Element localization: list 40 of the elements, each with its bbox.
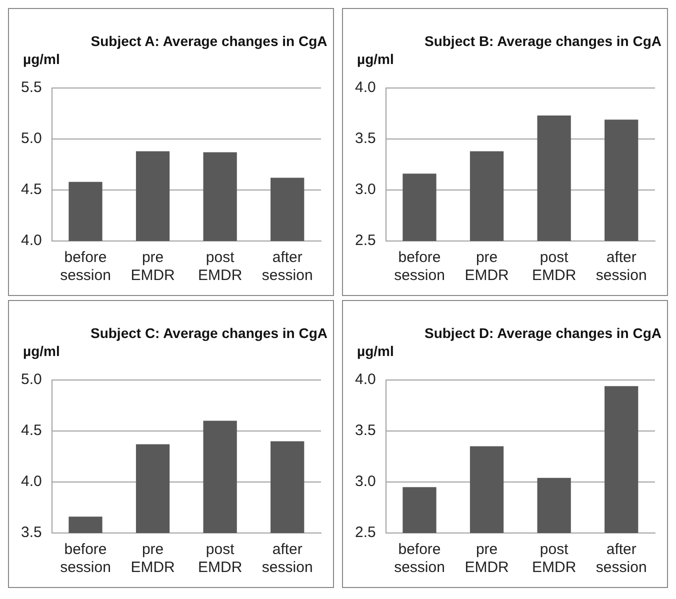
- y-axis-title: µg/ml: [357, 343, 394, 359]
- y-tick-label: 2.5: [354, 524, 376, 542]
- x-tick-label: after session: [596, 249, 647, 284]
- x-tick-label: post EMDR: [532, 541, 576, 576]
- y-tick-label: 4.0: [20, 232, 42, 250]
- chart-title: Subject C: Average changes in CgA: [89, 325, 328, 342]
- y-axis-title: µg/ml: [23, 51, 60, 67]
- x-tick-label: before session: [394, 249, 445, 284]
- y-tick-label: 5.0: [20, 371, 42, 388]
- y-tick-label: 4.0: [20, 473, 42, 490]
- y-axis-title: µg/ml: [357, 51, 394, 67]
- x-tick-label: pre EMDR: [464, 541, 510, 576]
- y-tick-label: 3.5: [354, 130, 376, 148]
- x-tick-label: pre EMDR: [130, 249, 176, 284]
- chart-title: Subject B: Average changes in CgA: [423, 33, 662, 50]
- x-tick-label: post EMDR: [198, 541, 242, 576]
- x-tick-label: after session: [596, 541, 647, 576]
- chart-title: Subject A: Average changes in CgA: [90, 33, 328, 50]
- x-tick-label: before session: [60, 249, 111, 284]
- x-tick-label: after session: [262, 249, 313, 284]
- y-tick-label: 3.0: [354, 181, 376, 198]
- y-tick-label: 4.5: [20, 181, 42, 198]
- y-tick-label: 4.5: [20, 422, 42, 440]
- chart-title: Subject D: Average changes in CgA: [423, 325, 662, 342]
- y-tick-label: 4.0: [354, 79, 376, 96]
- x-tick-label: before session: [60, 541, 111, 576]
- y-tick-label: 5.5: [20, 79, 42, 96]
- x-tick-label: pre EMDR: [464, 249, 510, 284]
- y-tick-label: 3.5: [354, 422, 376, 440]
- x-tick-label: after session: [262, 541, 313, 576]
- y-tick-label: 3.0: [354, 473, 376, 490]
- x-tick-label: pre EMDR: [130, 541, 176, 576]
- x-tick-label: before session: [394, 541, 445, 576]
- y-tick-label: 5.0: [20, 130, 42, 148]
- x-tick-label: post EMDR: [532, 249, 576, 284]
- y-tick-label: 4.0: [354, 371, 376, 388]
- x-tick-label: post EMDR: [198, 249, 242, 284]
- y-tick-label: 2.5: [354, 232, 376, 250]
- y-axis-title: µg/ml: [23, 343, 60, 359]
- y-tick-label: 3.5: [20, 524, 42, 542]
